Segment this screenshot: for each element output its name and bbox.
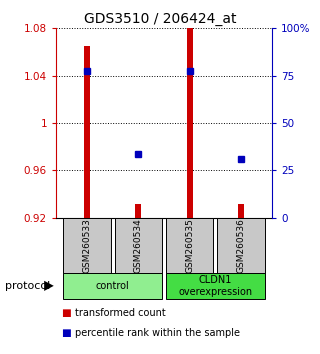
Bar [115, 218, 162, 273]
Text: GSM260534: GSM260534 [134, 218, 143, 273]
Text: percentile rank within the sample: percentile rank within the sample [75, 328, 240, 338]
Bar [218, 218, 265, 273]
Polygon shape [44, 281, 54, 291]
Bar [238, 204, 244, 218]
Bar [187, 28, 193, 218]
Bar [63, 273, 162, 299]
Text: CLDN1
overexpression: CLDN1 overexpression [178, 275, 252, 297]
Text: GDS3510 / 206424_at: GDS3510 / 206424_at [84, 12, 236, 27]
Text: GSM260533: GSM260533 [82, 218, 91, 273]
Text: transformed count: transformed count [75, 308, 166, 318]
Text: control: control [96, 281, 130, 291]
Bar [135, 204, 141, 218]
Bar [166, 218, 213, 273]
Bar [166, 273, 265, 299]
Bar [63, 218, 110, 273]
Text: ■: ■ [61, 328, 70, 338]
Text: ■: ■ [61, 308, 70, 318]
Text: protocol: protocol [5, 281, 50, 291]
Text: GSM260536: GSM260536 [237, 218, 246, 273]
Text: GSM260535: GSM260535 [185, 218, 194, 273]
Bar [84, 46, 90, 218]
